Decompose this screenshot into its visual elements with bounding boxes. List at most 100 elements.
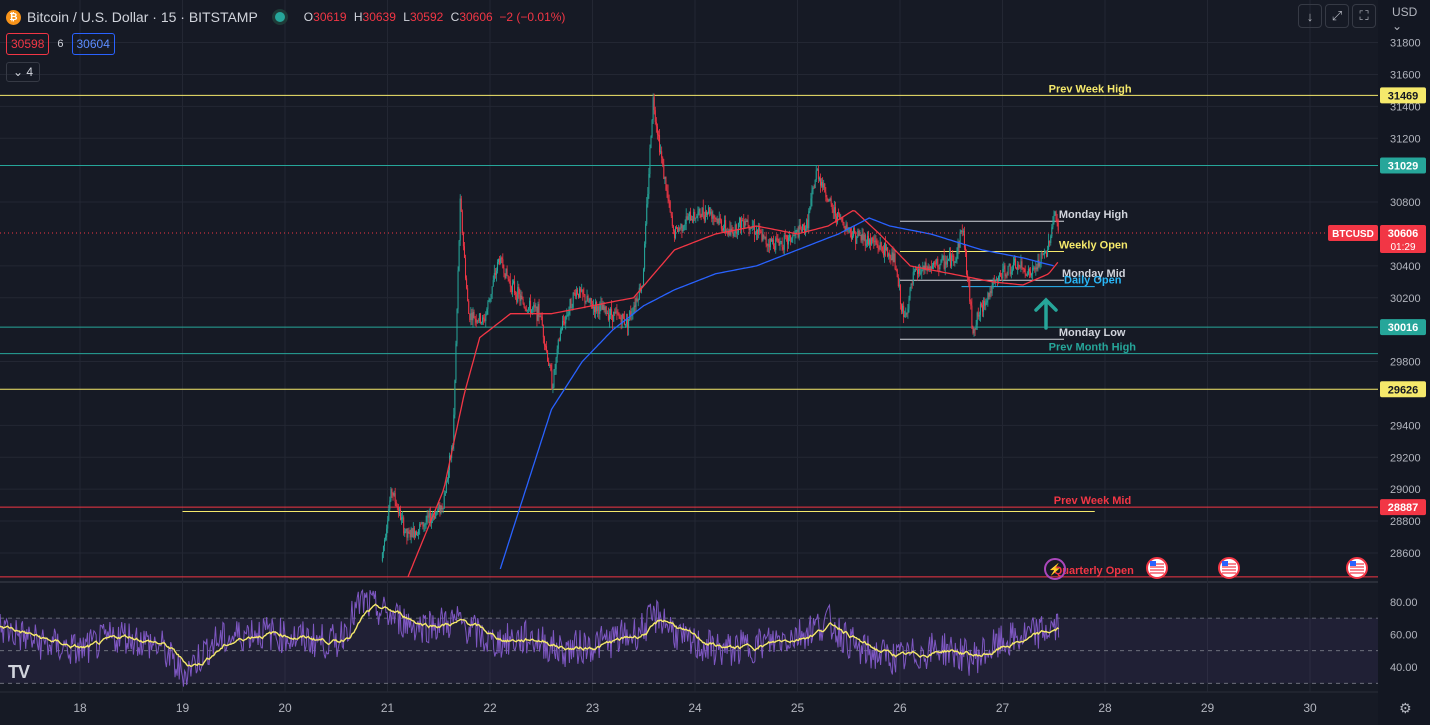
candle-body bbox=[670, 212, 672, 216]
candle-body bbox=[733, 232, 735, 237]
candle-body bbox=[716, 218, 718, 220]
candle-body bbox=[1050, 236, 1052, 244]
candle-body bbox=[596, 301, 598, 312]
candle-body bbox=[429, 512, 431, 524]
candle-body bbox=[570, 298, 572, 309]
candle-body bbox=[401, 517, 403, 520]
candle-body bbox=[959, 232, 961, 248]
candle-body bbox=[543, 337, 545, 346]
candle-body bbox=[575, 289, 577, 297]
candle-body bbox=[779, 241, 781, 246]
candle-body bbox=[505, 268, 507, 279]
candle-body bbox=[1034, 267, 1036, 270]
candle-body bbox=[459, 198, 461, 241]
candle-body bbox=[645, 223, 647, 244]
candle-body bbox=[918, 268, 920, 274]
candle-body bbox=[883, 242, 885, 256]
candle-body bbox=[815, 170, 817, 181]
fullscreen-icon[interactable]: ⛶ bbox=[1352, 4, 1376, 28]
candle-body bbox=[537, 304, 539, 321]
candle-body bbox=[969, 280, 971, 302]
price-tick-label: 29200 bbox=[1390, 452, 1421, 464]
candle-body bbox=[710, 211, 712, 214]
candle-body bbox=[653, 97, 655, 111]
price-tick-label: 28800 bbox=[1390, 516, 1421, 528]
candle-body bbox=[715, 218, 717, 220]
candle-body bbox=[521, 295, 523, 300]
candle-body bbox=[528, 300, 530, 308]
candle-body bbox=[766, 244, 768, 246]
sell-price[interactable]: 30598 bbox=[6, 33, 50, 55]
candle-body bbox=[510, 286, 512, 293]
candle-body bbox=[478, 313, 480, 321]
gear-icon[interactable]: ⚙ bbox=[1399, 700, 1412, 716]
candle-body bbox=[876, 243, 878, 245]
candle-body bbox=[1004, 265, 1006, 277]
candle-body bbox=[544, 345, 546, 347]
candle-body bbox=[667, 191, 669, 200]
currency-select[interactable]: USD ⌄ bbox=[1392, 5, 1418, 33]
candle-body bbox=[734, 224, 736, 233]
candle-body bbox=[629, 311, 631, 319]
candle-body bbox=[395, 501, 397, 507]
spread-value: 6 bbox=[57, 38, 64, 50]
candle-body bbox=[986, 300, 988, 303]
candle-body bbox=[514, 281, 516, 293]
candle-body bbox=[942, 256, 944, 258]
level-price-badge bbox=[1380, 157, 1426, 174]
candle-body bbox=[526, 309, 528, 311]
time-axis: 18 19 20 21 22 23 24 25 26 27 28 29 30 bbox=[73, 701, 1317, 715]
candle-body bbox=[946, 260, 948, 265]
candle-body bbox=[486, 309, 488, 315]
candle-body bbox=[882, 250, 884, 256]
candle-body bbox=[427, 515, 429, 518]
lightning-icon[interactable] bbox=[1044, 558, 1066, 580]
candle-body bbox=[827, 200, 829, 202]
candle-body bbox=[754, 233, 756, 235]
candle-body bbox=[477, 320, 479, 322]
price-tick-label: 30800 bbox=[1390, 197, 1421, 209]
candle-body bbox=[758, 227, 760, 235]
candle-body bbox=[602, 304, 604, 310]
candle-body bbox=[919, 268, 921, 274]
candle-body bbox=[563, 321, 565, 323]
candle-body bbox=[1011, 269, 1013, 272]
candle-body bbox=[817, 169, 819, 179]
candle-body bbox=[540, 316, 542, 318]
candle-body bbox=[954, 261, 956, 263]
candle-body bbox=[704, 211, 706, 221]
candle-body bbox=[1007, 266, 1009, 276]
level-label: Quarterly Open bbox=[1054, 565, 1134, 577]
candle-body bbox=[914, 269, 916, 272]
download-icon[interactable]: ↓ bbox=[1298, 4, 1322, 28]
candle-body bbox=[673, 231, 675, 238]
candle-body bbox=[420, 524, 422, 526]
candle-body bbox=[865, 244, 867, 246]
candle-body bbox=[1023, 268, 1025, 270]
candle-body bbox=[790, 235, 792, 243]
candle-body bbox=[875, 240, 877, 244]
candle-body bbox=[654, 110, 656, 122]
symbol-header: ₿ Bitcoin / U.S. Dollar · 15 · BITSTAMP … bbox=[6, 6, 565, 28]
candle-body bbox=[1053, 215, 1055, 223]
price-tick-label: 31200 bbox=[1390, 133, 1421, 145]
candle-body bbox=[760, 231, 762, 233]
candle-body bbox=[895, 269, 897, 271]
candle-body bbox=[402, 517, 404, 519]
candle-body bbox=[843, 222, 845, 228]
candle-body bbox=[998, 276, 1000, 281]
candle-body bbox=[885, 242, 887, 251]
buy-price[interactable]: 30604 bbox=[71, 33, 115, 55]
candle-body bbox=[974, 329, 976, 331]
candle-body bbox=[422, 522, 424, 527]
expand-icon[interactable]: ⤢ bbox=[1325, 4, 1349, 28]
candle-body bbox=[681, 224, 683, 232]
candle-body bbox=[1057, 222, 1059, 231]
symbol-title[interactable]: Bitcoin / U.S. Dollar · 15 · BITSTAMP bbox=[27, 9, 258, 25]
candle-body bbox=[1027, 268, 1029, 275]
indicators-toggle[interactable]: ⌄ 4 bbox=[6, 62, 41, 82]
candle-body bbox=[838, 212, 840, 214]
candle-body bbox=[725, 220, 727, 233]
